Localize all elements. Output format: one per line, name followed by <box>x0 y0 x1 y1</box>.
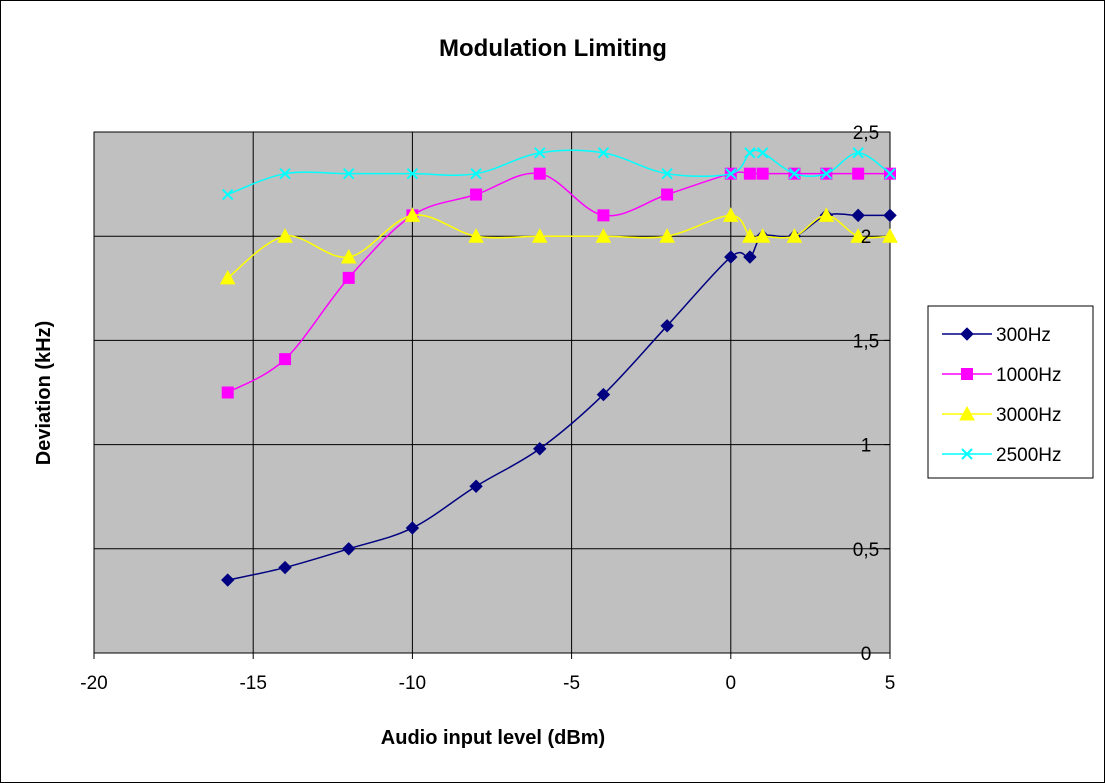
data-point <box>279 167 291 180</box>
data-point <box>883 208 897 223</box>
data-point <box>533 442 547 456</box>
data-point <box>725 167 737 180</box>
data-point <box>850 228 866 243</box>
legend-label: 300Hz <box>996 325 1051 346</box>
series-layer <box>219 147 898 587</box>
data-point <box>534 147 546 159</box>
y-tick-label: 1 <box>861 436 872 457</box>
legend: 300Hz 1000Hz 3000Hz 2500Hz <box>927 305 1094 479</box>
y-tick-label: 2,5 <box>853 123 879 144</box>
data-point <box>597 147 610 159</box>
series-line <box>227 214 891 279</box>
legend-item: 1000Hz <box>942 365 1062 386</box>
data-point <box>742 228 758 243</box>
data-point <box>469 479 483 493</box>
data-point <box>404 207 421 222</box>
data-point <box>659 228 675 243</box>
data-point <box>340 248 357 264</box>
data-point <box>221 386 234 399</box>
data-point <box>343 167 355 180</box>
data-point <box>470 167 482 180</box>
data-point <box>743 250 757 264</box>
data-point <box>788 167 801 180</box>
data-point <box>756 147 769 159</box>
data-point <box>660 319 674 333</box>
legend-item: 300Hz <box>942 325 1051 346</box>
data-point <box>406 167 419 180</box>
legend-marker <box>960 327 974 341</box>
data-point <box>661 188 674 201</box>
x-axis-title: Audio input level (dBm) <box>381 727 605 749</box>
plot-area <box>93 131 891 654</box>
data-point <box>279 353 292 366</box>
data-point <box>277 228 293 243</box>
y-tick-label: 1,5 <box>853 331 879 352</box>
data-point <box>786 228 803 243</box>
data-point <box>342 271 355 284</box>
tick-label-layer: -20 -15 -10 -5 0 500,511,522,5 <box>80 123 895 694</box>
y-tick-label: 0,5 <box>853 540 879 561</box>
data-point <box>743 167 756 180</box>
data-point <box>531 228 548 243</box>
legend-label: 2500Hz <box>996 445 1062 466</box>
data-point <box>595 228 612 243</box>
data-point <box>852 147 864 159</box>
y-tick-label: 0 <box>861 644 872 665</box>
data-point <box>884 167 896 180</box>
data-point <box>596 387 611 402</box>
series-line <box>227 213 890 581</box>
x-tick-label: -15 <box>239 673 266 694</box>
data-point <box>818 207 835 222</box>
series-300Hz <box>221 208 897 587</box>
legend-item: 2500Hz <box>942 445 1062 466</box>
series-3000Hz <box>219 207 898 285</box>
x-tick-label: -5 <box>563 673 580 694</box>
data-point <box>470 188 483 201</box>
x-tick-label: -10 <box>399 673 426 694</box>
legend-marker <box>961 368 973 380</box>
data-point <box>754 228 771 243</box>
data-point <box>222 188 234 201</box>
legend-marker <box>961 448 973 460</box>
x-tick-label: 0 <box>726 673 737 694</box>
data-point <box>221 573 235 587</box>
x-tick-label: -20 <box>80 673 107 694</box>
chart-title: Modulation Limiting <box>439 35 667 62</box>
data-point <box>468 228 484 243</box>
data-point <box>852 167 865 180</box>
data-point <box>342 542 356 556</box>
legend-marker <box>959 405 975 421</box>
legend-label: 3000Hz <box>996 405 1062 426</box>
data-point <box>882 228 898 243</box>
data-point <box>851 208 865 223</box>
series-line <box>227 149 891 196</box>
x-tick-label: 5 <box>885 673 896 694</box>
series-2500Hz <box>222 147 896 201</box>
y-tick-label: 2 <box>861 227 872 248</box>
legend-item: 3000Hz <box>942 405 1062 426</box>
data-point <box>533 167 546 180</box>
data-point <box>756 167 769 180</box>
data-point <box>278 560 292 575</box>
legend-label: 1000Hz <box>996 365 1062 386</box>
data-point <box>661 167 673 180</box>
data-point <box>744 147 756 159</box>
data-point <box>219 269 236 285</box>
data-point <box>405 521 420 535</box>
data-point <box>724 250 738 264</box>
data-point <box>722 207 739 222</box>
data-point <box>597 209 610 222</box>
y-axis-title: Deviation (kHz) <box>33 321 55 465</box>
data-point <box>820 167 833 180</box>
